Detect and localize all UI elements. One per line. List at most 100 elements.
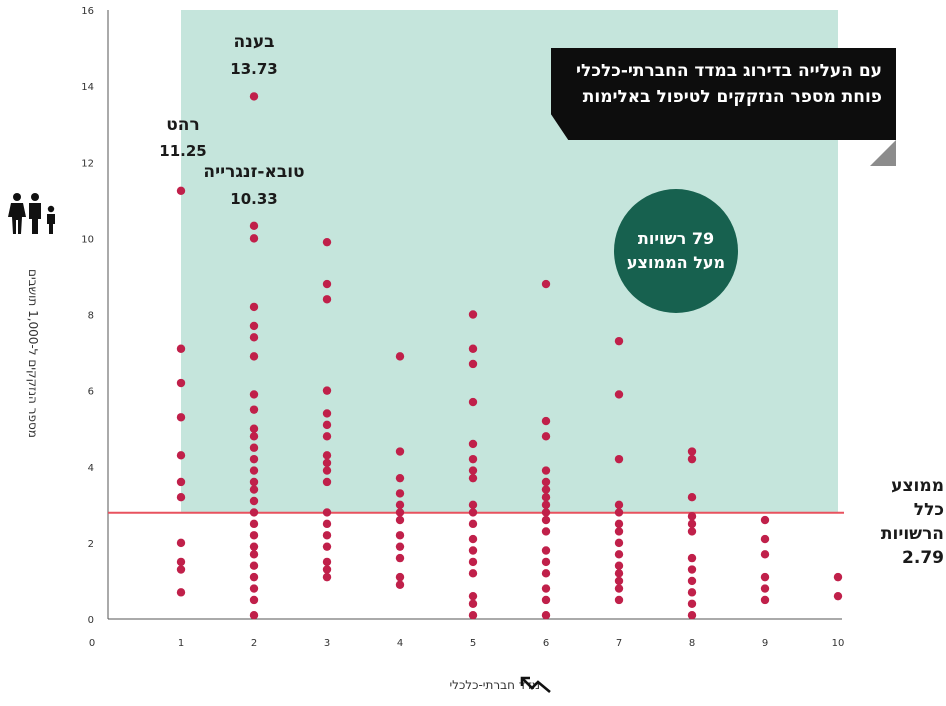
data-point	[176, 344, 186, 353]
data-point	[541, 416, 551, 426]
data-point	[322, 542, 332, 551]
data-point	[395, 515, 405, 525]
data-point	[614, 538, 624, 548]
x-tick-label: 7	[616, 638, 622, 649]
y-tick-label: 6	[88, 387, 94, 398]
callout-box: עם העלייה בדירוג במדד החברתי-כלכלי פוחת …	[551, 48, 896, 140]
data-point	[614, 390, 624, 399]
y-tick-label: 2	[88, 539, 94, 550]
data-point	[176, 588, 186, 597]
data-point	[249, 333, 259, 342]
callout-line-1: עם העלייה בדירוג במדד החברתי-כלכלי	[576, 61, 882, 81]
average-label: ממוצע כלל הרשויות 2.79	[848, 474, 944, 570]
data-point	[249, 234, 259, 243]
data-point	[395, 508, 405, 517]
data-point	[249, 610, 259, 620]
data-point	[760, 515, 770, 525]
data-point	[614, 500, 624, 510]
data-point	[249, 519, 259, 529]
data-point	[322, 432, 332, 441]
data-point	[468, 359, 478, 369]
data-point	[249, 477, 259, 487]
data-point	[249, 424, 259, 433]
data-point	[322, 565, 332, 574]
badge-line-2: מעל הממוצע	[626, 253, 726, 272]
annotation-value: 10.33	[230, 190, 277, 208]
y-tick-label: 12	[81, 158, 94, 169]
data-point	[395, 572, 405, 582]
data-point	[687, 565, 697, 574]
y-tick-label: 4	[88, 463, 94, 474]
data-point	[687, 610, 697, 620]
data-point	[541, 584, 551, 593]
data-point	[760, 584, 770, 593]
data-point	[687, 576, 697, 586]
data-point	[468, 439, 478, 449]
data-point	[468, 569, 478, 578]
data-point	[322, 295, 332, 304]
zigzag-up-arrow-icon	[520, 676, 551, 693]
data-point	[687, 447, 697, 456]
data-point	[395, 553, 405, 563]
data-point	[541, 508, 551, 517]
data-point	[395, 500, 405, 510]
callout-fold-corner	[870, 140, 896, 166]
data-point	[322, 451, 332, 460]
badge-line-1: 79 רשויות	[637, 229, 715, 248]
data-point	[760, 550, 770, 559]
data-point	[322, 386, 332, 395]
data-point	[249, 496, 259, 506]
data-point	[249, 485, 259, 494]
data-point	[322, 458, 332, 468]
data-point	[395, 352, 405, 361]
data-point	[614, 550, 624, 559]
data-point	[249, 432, 259, 441]
annotation-value: 11.25	[159, 142, 206, 160]
data-point	[322, 477, 332, 487]
y-tick-label: 10	[81, 234, 94, 245]
data-point	[249, 454, 259, 464]
data-point	[687, 512, 697, 521]
data-point	[322, 531, 332, 540]
data-point	[468, 500, 478, 510]
y-tick-label: 8	[88, 311, 94, 322]
data-point	[249, 550, 259, 559]
data-point	[468, 397, 478, 407]
data-point	[322, 466, 332, 475]
data-point	[687, 493, 697, 502]
data-point	[541, 477, 551, 487]
data-point	[395, 542, 405, 551]
data-point	[322, 420, 332, 430]
x-tick-label: 5	[470, 638, 476, 649]
above-average-badge: 79 רשויות מעל הממוצע	[614, 189, 738, 313]
data-point	[468, 473, 478, 483]
data-point	[395, 447, 405, 456]
annotation-name: רהט	[166, 115, 199, 135]
data-point	[322, 279, 332, 289]
data-point	[249, 443, 259, 452]
data-point	[176, 557, 186, 567]
data-point	[395, 580, 405, 589]
data-point	[614, 584, 624, 593]
data-point	[176, 413, 186, 422]
data-point	[249, 542, 259, 551]
y-axis-ticks: 0 2 4 6 8 10 12 14 16	[81, 6, 94, 626]
data-point	[541, 515, 551, 525]
x-axis-ticks: 0 1 2 3 4 5 6 7 8 9 10	[89, 638, 845, 649]
data-point	[687, 553, 697, 563]
data-point	[249, 352, 259, 361]
data-point	[833, 591, 843, 601]
average-label-value: 2.79	[902, 548, 944, 568]
data-point	[249, 466, 259, 475]
data-point	[541, 493, 551, 502]
data-point	[541, 569, 551, 578]
x-tick-label: 3	[324, 638, 330, 649]
data-point	[468, 599, 478, 608]
data-point	[687, 519, 697, 529]
data-point	[249, 572, 259, 582]
data-point	[322, 572, 332, 582]
point-annotations: בענה 13.73 רהט 11.25 טובא-זנגרייה 10.33	[159, 32, 304, 208]
data-point	[176, 186, 186, 195]
data-point	[322, 508, 332, 517]
x-axis-label: מדד חברתי-כלכלי	[449, 678, 540, 692]
